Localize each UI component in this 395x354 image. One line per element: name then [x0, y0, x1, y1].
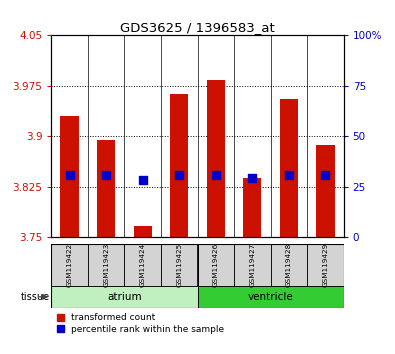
Bar: [243, 178, 261, 237]
Bar: [51, 244, 88, 286]
Text: GSM119427: GSM119427: [249, 243, 255, 287]
Bar: [88, 244, 124, 286]
Text: GSM119429: GSM119429: [322, 243, 328, 287]
Bar: [198, 244, 234, 286]
Point: [103, 172, 109, 177]
Point: [249, 175, 256, 181]
Text: atrium: atrium: [107, 292, 142, 302]
Title: GDS3625 / 1396583_at: GDS3625 / 1396583_at: [120, 21, 275, 34]
Bar: [97, 139, 115, 237]
Bar: [280, 99, 298, 237]
Point: [176, 172, 182, 177]
Text: GSM119426: GSM119426: [213, 243, 219, 287]
Text: tissue: tissue: [21, 292, 49, 302]
Bar: [271, 244, 307, 286]
Point: [286, 172, 292, 177]
Bar: [316, 145, 335, 237]
Bar: [307, 244, 344, 286]
Text: ventricle: ventricle: [248, 292, 293, 302]
Text: GSM119428: GSM119428: [286, 243, 292, 287]
Point: [322, 172, 329, 177]
Bar: [207, 80, 225, 237]
Point: [66, 172, 73, 177]
Bar: [161, 244, 198, 286]
Point: [139, 177, 146, 183]
Text: GSM119424: GSM119424: [140, 243, 146, 287]
Bar: [170, 94, 188, 237]
Bar: [134, 226, 152, 237]
Text: GSM119423: GSM119423: [103, 243, 109, 287]
Bar: [60, 116, 79, 237]
Text: GSM119422: GSM119422: [67, 243, 73, 287]
Bar: [124, 244, 161, 286]
Bar: [198, 286, 344, 308]
Text: GSM119425: GSM119425: [176, 243, 182, 287]
Point: [213, 172, 219, 177]
Bar: [51, 286, 198, 308]
Bar: [234, 244, 271, 286]
Legend: transformed count, percentile rank within the sample: transformed count, percentile rank withi…: [56, 313, 225, 335]
